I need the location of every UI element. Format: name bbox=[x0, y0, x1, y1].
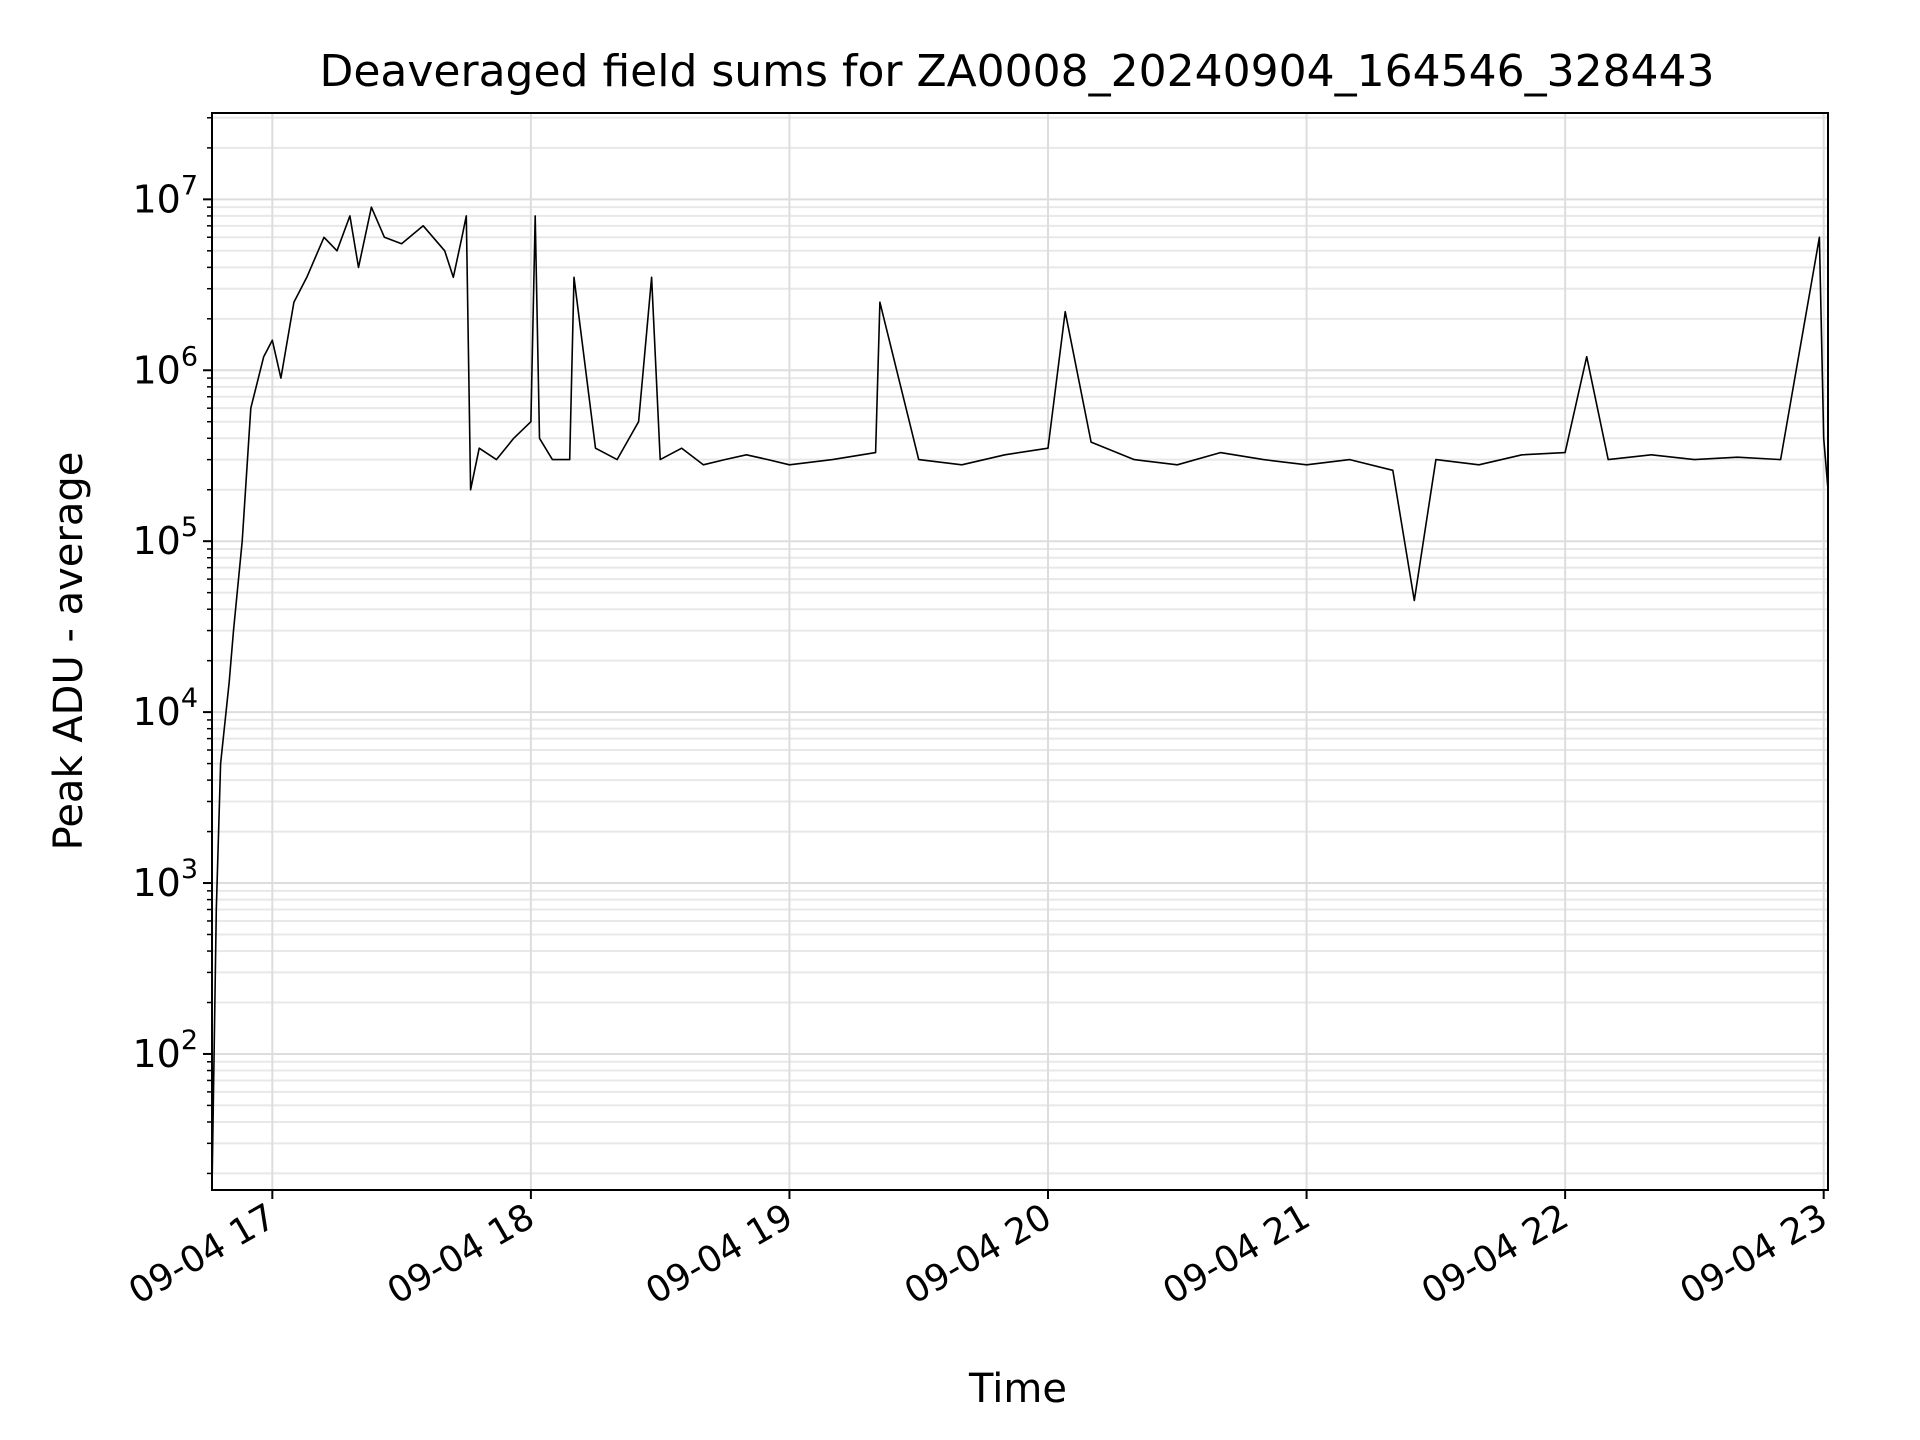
y-tick-label: 107 bbox=[132, 170, 198, 221]
y-tick-label: 105 bbox=[132, 512, 198, 563]
series-layer bbox=[211, 206, 1829, 1191]
y-tick-label: 103 bbox=[132, 854, 198, 905]
series-line bbox=[211, 206, 1829, 1191]
y-axis-label: Peak ADU - average bbox=[46, 452, 92, 851]
minor-gridlines bbox=[212, 116, 1828, 1175]
x-axis-label: Time bbox=[968, 1366, 1067, 1412]
major-gridlines bbox=[212, 113, 1828, 1190]
y-tick-label: 104 bbox=[132, 683, 198, 734]
y-tick-label: 102 bbox=[132, 1025, 198, 1076]
chart-title: Deaveraged field sums for ZA0008_2024090… bbox=[319, 46, 1714, 97]
y-tick-label: 106 bbox=[132, 341, 198, 392]
y-axis: 102 103 104 105 106 107 bbox=[132, 117, 212, 1175]
plot-frame bbox=[211, 112, 1829, 1191]
